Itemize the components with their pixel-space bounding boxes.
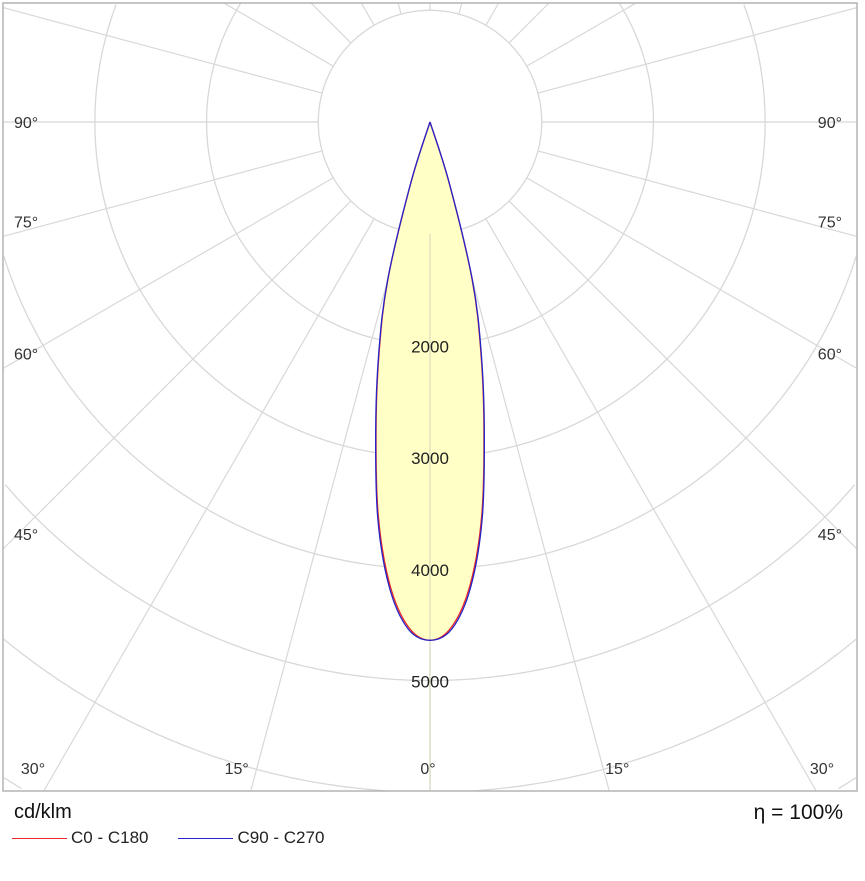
angle-label-bottom: 30° <box>810 761 834 778</box>
legend-swatch-blue <box>178 837 234 839</box>
angle-label-right: 45° <box>818 527 842 544</box>
grid-radial-line <box>2 177 334 370</box>
grid-radial-line <box>508 200 858 550</box>
ring-label: 5000 <box>411 673 449 692</box>
grid-radial-line <box>360 2 375 26</box>
grid-radial-line <box>2 200 352 550</box>
grid-ring <box>3 256 857 570</box>
angle-label-left: 45° <box>14 527 38 544</box>
grid-radial-line <box>223 2 334 67</box>
ring-label: 4000 <box>411 561 449 580</box>
legend-label: C0 - C180 <box>71 828 149 847</box>
grid-radial-line <box>310 2 352 44</box>
angle-label-left: 105° <box>14 0 47 3</box>
angle-label-right: 105° <box>809 0 842 3</box>
efficiency-label: η = 100% <box>753 801 843 824</box>
ring-label: 3000 <box>411 449 449 468</box>
legend-label: C90 - C270 <box>237 828 325 847</box>
grid-radial-line <box>485 218 817 792</box>
grid-radial-line <box>508 2 550 44</box>
legend-swatch-red <box>12 837 67 839</box>
grid-radial-line <box>537 150 858 237</box>
grid-ring <box>4 484 856 682</box>
grid-ring <box>3 777 857 790</box>
grid-ring <box>205 3 655 347</box>
legend-item-c90-c270: C90 - C270 <box>178 828 324 848</box>
grid-radial-line <box>526 2 637 67</box>
legend-item-c0-c180: C0 - C180 <box>12 828 148 848</box>
angle-label-bottom: 15° <box>605 761 629 778</box>
legend: C0 - C180 C90 - C270 <box>12 828 354 848</box>
angle-label-left: 75° <box>14 214 38 231</box>
angle-label-left: 90° <box>14 115 38 132</box>
ring-label: 2000 <box>411 337 449 356</box>
angle-label-right: 90° <box>818 115 842 132</box>
angle-label-bottom: 30° <box>21 761 45 778</box>
grid-radial-line <box>485 2 500 26</box>
grid-ring <box>94 4 766 458</box>
series-curve-1 <box>374 121 486 641</box>
grid-radial-line <box>397 2 402 15</box>
angle-label-right: 75° <box>818 214 842 231</box>
grid-radial-line <box>458 229 610 792</box>
grid-radial-line <box>2 7 323 94</box>
polar-intensity-chart: 2000 3000 4000 5000 105° 105° 90° 90° 75° 75° 60° 6… <box>2 0 858 792</box>
grid-radial-line <box>250 229 402 792</box>
angle-label-bottom: 0° <box>420 761 435 778</box>
angle-label-right: 60° <box>818 347 842 364</box>
grid-radial-line <box>526 177 858 370</box>
grid-ring <box>3 638 857 792</box>
unit-label: cd/klm <box>14 801 72 823</box>
grid-radial-line <box>537 7 858 94</box>
angle-label-left: 60° <box>14 347 38 364</box>
chart-frame <box>2 2 858 792</box>
angle-label-bottom: 15° <box>225 761 249 778</box>
grid-radial-line <box>2 150 323 237</box>
grid-radial-line <box>43 218 375 792</box>
grid-radial-line <box>458 2 463 15</box>
